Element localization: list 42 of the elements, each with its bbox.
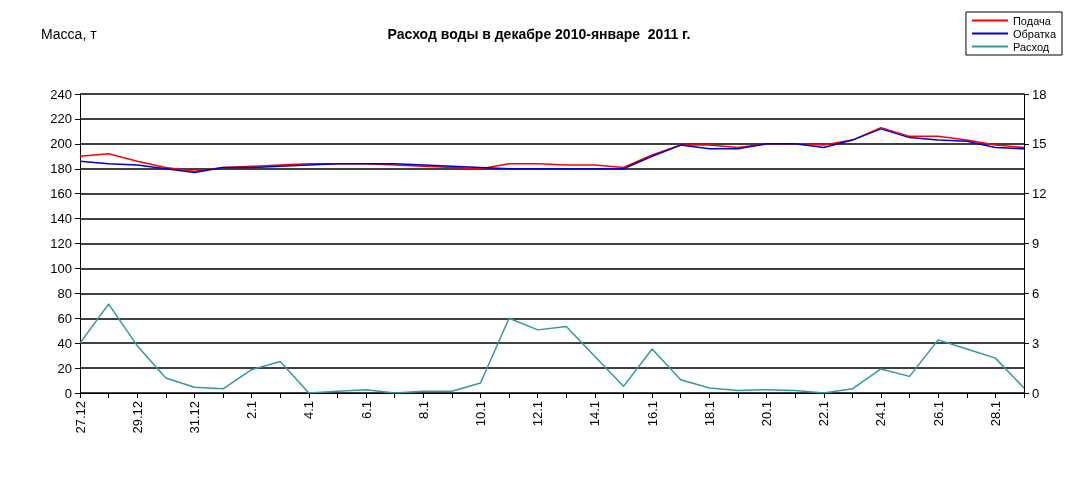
y-tick-label: 20 [57,360,72,376]
x-tick-label: 22.1 [816,401,832,427]
y-tick-label: 200 [50,136,72,152]
y2-tick-label: 18 [1032,86,1047,102]
y-tick-label: 80 [57,285,72,301]
x-tick-label: 31.12 [186,401,202,434]
x-tick-label: 4.1 [301,401,317,420]
legend-label: Расход [1012,40,1050,53]
x-tick-label: 18.1 [701,401,717,427]
x-tick-label: 24.1 [873,401,889,427]
x-tick-label: 14.1 [587,401,603,427]
x-tick-label: 12.1 [530,401,546,427]
y2-tick-label: 15 [1032,136,1047,152]
y2-tick-label: 9 [1032,236,1040,251]
chart-title: Расход воды в декабре 2010-январе 2011 г. [387,26,691,42]
y2-tick-label: 6 [1032,285,1040,301]
y-tick-label: 160 [50,186,72,202]
y2-tick-label: 12 [1032,186,1047,202]
y-axis-title: Масса, т [41,26,98,42]
x-tick-label: 28.1 [987,401,1003,427]
legend-label: Обратка [1012,27,1057,40]
y-tick-label: 180 [50,161,72,177]
legend-label: Подача [1012,14,1052,27]
y-tick-label: 240 [50,86,72,102]
y-tick-label: 100 [50,260,72,276]
x-tick-label: 2.1 [244,401,260,420]
y-tick-label: 140 [50,211,72,227]
y2-tick-label: 3 [1032,335,1040,351]
y2-tick-label: 0 [1032,385,1040,401]
y-tick-label: 120 [50,236,72,251]
x-tick-label: 27.12 [72,401,88,434]
x-tick-label: 16.1 [644,401,660,427]
y-tick-label: 0 [64,385,72,401]
x-tick-label: 10.1 [472,401,488,427]
x-tick-label: 8.1 [415,401,431,420]
y-tick-label: 220 [50,111,72,127]
x-tick-label: 29.12 [129,401,145,434]
y-tick-label: 40 [57,335,72,351]
y-tick-label: 60 [57,310,72,326]
x-tick-label: 6.1 [358,401,374,420]
x-tick-label: 26.1 [930,401,946,427]
x-tick-label: 20.1 [759,401,775,427]
